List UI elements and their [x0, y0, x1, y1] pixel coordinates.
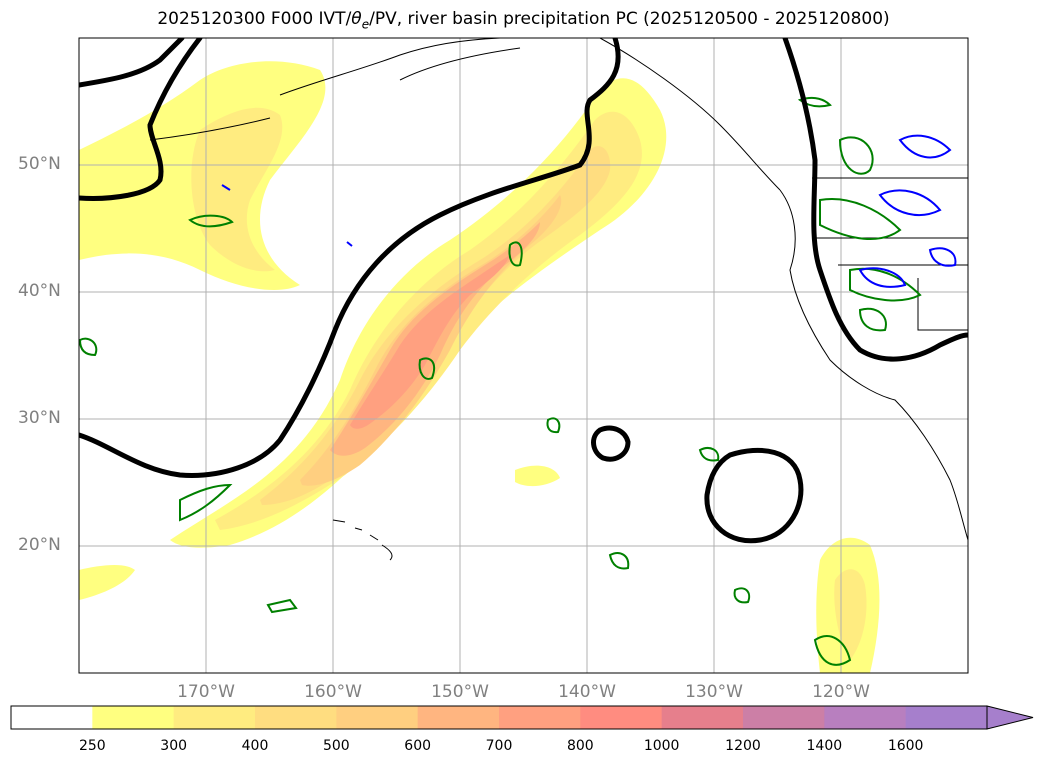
colorbar-swatch: [661, 706, 744, 729]
pv-contour: [608, 552, 630, 570]
coastline-hawaii: [332, 519, 393, 561]
lon-tick-label: 150°W: [431, 682, 489, 702]
colorbar-tick-label: 600: [404, 738, 432, 754]
colorbar-tick-label: 300: [160, 738, 188, 754]
ivt-region-700: [350, 255, 510, 429]
colorbar-swatch: [499, 706, 581, 729]
colorbar-tick-label: 250: [78, 738, 106, 754]
pv-contour: [819, 198, 902, 241]
colorbar-swatch: [580, 706, 663, 729]
colorbar-tick-label: 1400: [806, 738, 843, 754]
theta-e-contour-main: [79, 38, 621, 478]
lon-tick-label: 130°W: [685, 682, 743, 702]
theta-e-contour-ring-large: [704, 447, 804, 544]
ivt-shading: [79, 61, 880, 673]
pv-contour: [698, 447, 720, 462]
colorbar-swatches: [11, 706, 988, 729]
pv-contours: [79, 96, 957, 666]
colorbar-swatch: [824, 706, 907, 729]
ivt-region-250: [79, 565, 135, 600]
pv-contour: [797, 96, 832, 108]
theta-e-contour-north: [79, 38, 203, 201]
colorbar-swatch: [11, 706, 93, 729]
theta-e-contour-ring-small: [591, 425, 631, 462]
coastline-alaska: [149, 38, 781, 191]
pv-contour-blue: [898, 134, 952, 159]
theta-e-contours: [79, 38, 968, 544]
pv-contour-blue: [928, 247, 957, 267]
coastline-north-america: [779, 189, 968, 541]
lon-tick-label: 170°W: [177, 682, 235, 702]
ivt-region-250: [515, 465, 560, 487]
pv-contour: [546, 417, 561, 434]
colorbar-swatch: [905, 706, 988, 729]
chart-title: 2025120300 F000 IVT/θe/PV, river basin p…: [157, 9, 890, 32]
colorbar-tick-label: 500: [322, 738, 350, 754]
pv-contour-blue: [346, 241, 353, 247]
colorbar-swatch: [336, 706, 419, 729]
pv-contour: [838, 136, 874, 175]
colorbar-swatch: [92, 706, 175, 729]
lat-tick-label: 30°N: [18, 408, 61, 428]
colorbar-tick-label: 1000: [643, 738, 680, 754]
colorbar-extend-arrow: [986, 705, 1034, 730]
ivt-region-300: [191, 107, 283, 272]
lon-tick-label: 140°W: [558, 682, 616, 702]
lat-tick-label: 50°N: [18, 154, 61, 174]
colorbar-tick-label: 800: [566, 738, 594, 754]
pv-contour: [179, 483, 233, 522]
lat-tick-label: 20°N: [18, 535, 61, 555]
colorbar-swatch: [173, 706, 256, 729]
map-frame: [78, 37, 969, 674]
lat-tick-label: 40°N: [18, 281, 61, 301]
pv-contour: [849, 267, 922, 302]
pv-contour-blue: [221, 184, 231, 191]
colorbar-tick-label: 400: [241, 738, 269, 754]
theta-e-contour-coast: [782, 38, 968, 362]
pv-contour-blue: [858, 267, 907, 288]
ivt-region-300: [834, 569, 867, 660]
pv-contour: [79, 337, 98, 357]
colorbar-swatch: [255, 706, 337, 729]
lon-tick-label: 120°W: [812, 682, 870, 702]
colorbar-frame: [10, 705, 988, 730]
colorbar-tick-label: 1600: [887, 738, 924, 754]
colorbar-tick-label: 700: [485, 738, 513, 754]
pv-contour: [813, 635, 852, 666]
lon-tick-label: 160°W: [304, 682, 362, 702]
pv-contour: [188, 214, 234, 228]
pv-contour-blue: [878, 189, 942, 216]
pv-contour: [508, 241, 523, 267]
pv-contour: [733, 587, 751, 604]
pv-contour: [418, 357, 436, 380]
colorbar-swatch: [743, 706, 825, 729]
pv-contour: [266, 598, 298, 614]
pv-contour: [858, 307, 887, 332]
colorbar-tick-label: 1200: [725, 738, 761, 754]
colorbar-swatch: [417, 706, 500, 729]
